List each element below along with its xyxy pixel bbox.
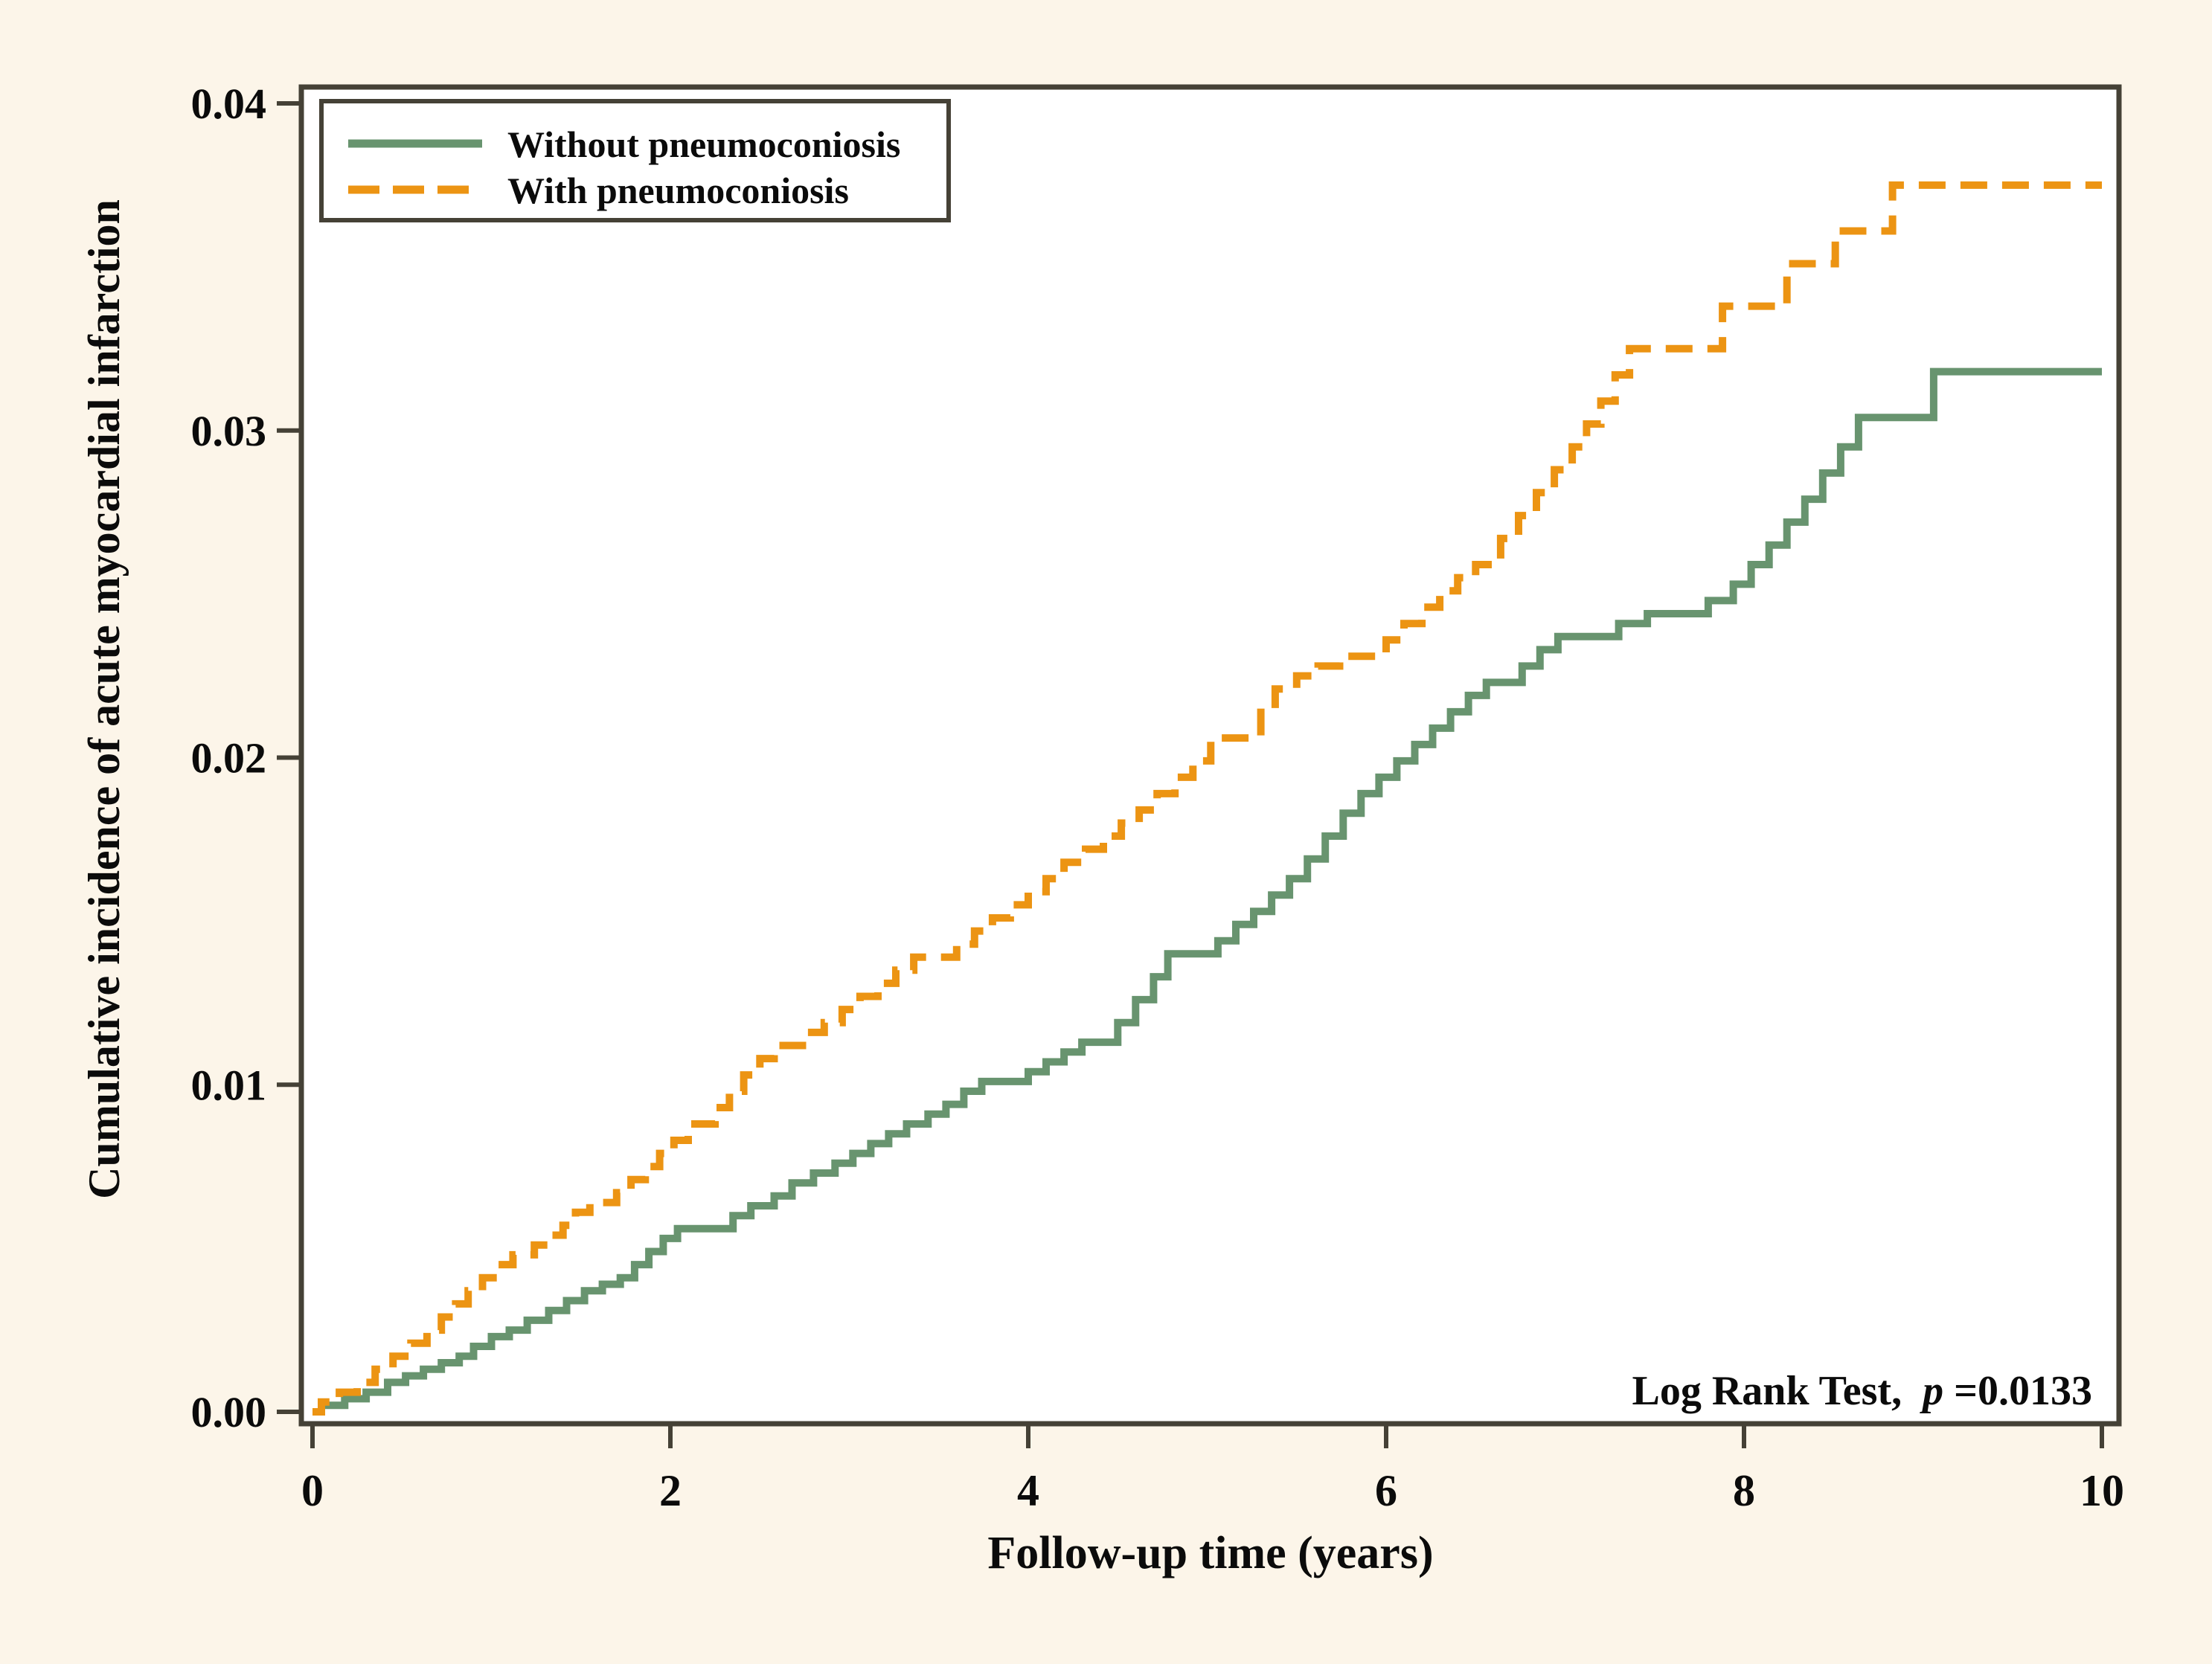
- x-tick-label: 4: [1017, 1466, 1039, 1515]
- x-axis-ticks: 0 2 4 6 8 10: [301, 1424, 2124, 1515]
- log-rank-annotation-prefix: Log Rank Test,: [1632, 1368, 1902, 1414]
- curve-with-pneumoconiosis: [312, 181, 2102, 1416]
- x-tick-label: 8: [1733, 1466, 1755, 1515]
- legend-label-without-pneumoconiosis: Without pneumoconiosis: [507, 123, 900, 165]
- legend-box: [319, 99, 951, 222]
- y-tick-label: 0.04: [191, 80, 267, 128]
- series-curves: [312, 181, 2102, 1416]
- x-tick-label: 2: [659, 1466, 682, 1515]
- x-axis-title: Follow-up time (years): [987, 1528, 1433, 1578]
- log-rank-annotation-p-symbol: p: [1920, 1368, 1943, 1414]
- log-rank-annotation-value: =0.0133: [1954, 1368, 2092, 1414]
- x-tick-label: 6: [1375, 1466, 1397, 1515]
- y-tick-label: 0.03: [191, 407, 267, 455]
- y-tick-label: 0.02: [191, 734, 267, 783]
- y-tick-label: 0.00: [191, 1388, 267, 1436]
- x-tick-label: 10: [2080, 1466, 2124, 1515]
- legend-label-with-pneumoconiosis: With pneumoconiosis: [507, 170, 849, 211]
- y-axis-ticks: 0.00 0.01 0.02 0.03 0.04: [191, 80, 301, 1436]
- log-rank-annotation: Log Rank Test, p =0.0133: [1632, 1368, 2093, 1414]
- x-tick-label: 0: [301, 1466, 324, 1515]
- y-axis-title: Cumulative incidence of acute myocardial…: [80, 199, 129, 1199]
- curve-without-pneumoconiosis: [312, 367, 2102, 1416]
- legend: Without pneumoconiosis With pneumoconios…: [319, 99, 951, 222]
- y-tick-label: 0.01: [191, 1061, 267, 1109]
